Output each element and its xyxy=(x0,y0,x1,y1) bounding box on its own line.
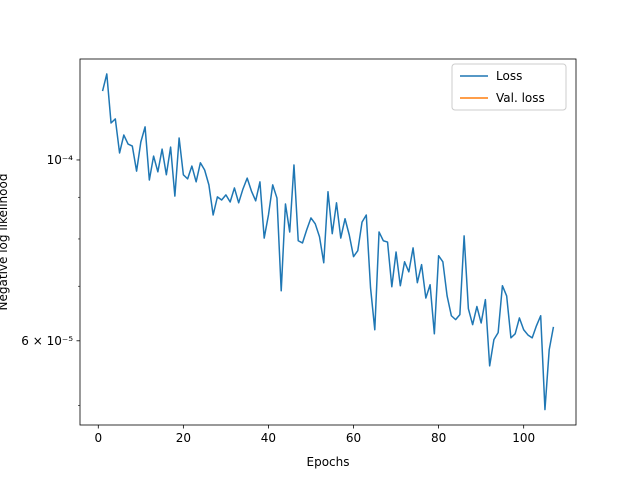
plot-frame xyxy=(79,58,577,426)
x-axis-label: Epochs xyxy=(307,455,350,469)
y-axis-label: Negative log likelihood xyxy=(0,174,10,311)
legend-label: Val. loss xyxy=(496,91,545,105)
legend-label: Loss xyxy=(496,69,522,83)
x-tick-label: 20 xyxy=(176,431,191,445)
y-tick-label: 10⁻⁴ xyxy=(47,153,74,167)
x-tick-label: 80 xyxy=(431,431,446,445)
x-tick-label: 0 xyxy=(94,431,102,445)
x-tick-label: 100 xyxy=(512,431,535,445)
line-series xyxy=(101,73,555,411)
y-tick-label: 6 × 10⁻⁵ xyxy=(21,334,73,348)
x-tick-label: 60 xyxy=(346,431,361,445)
x-tick-label: 40 xyxy=(261,431,276,445)
